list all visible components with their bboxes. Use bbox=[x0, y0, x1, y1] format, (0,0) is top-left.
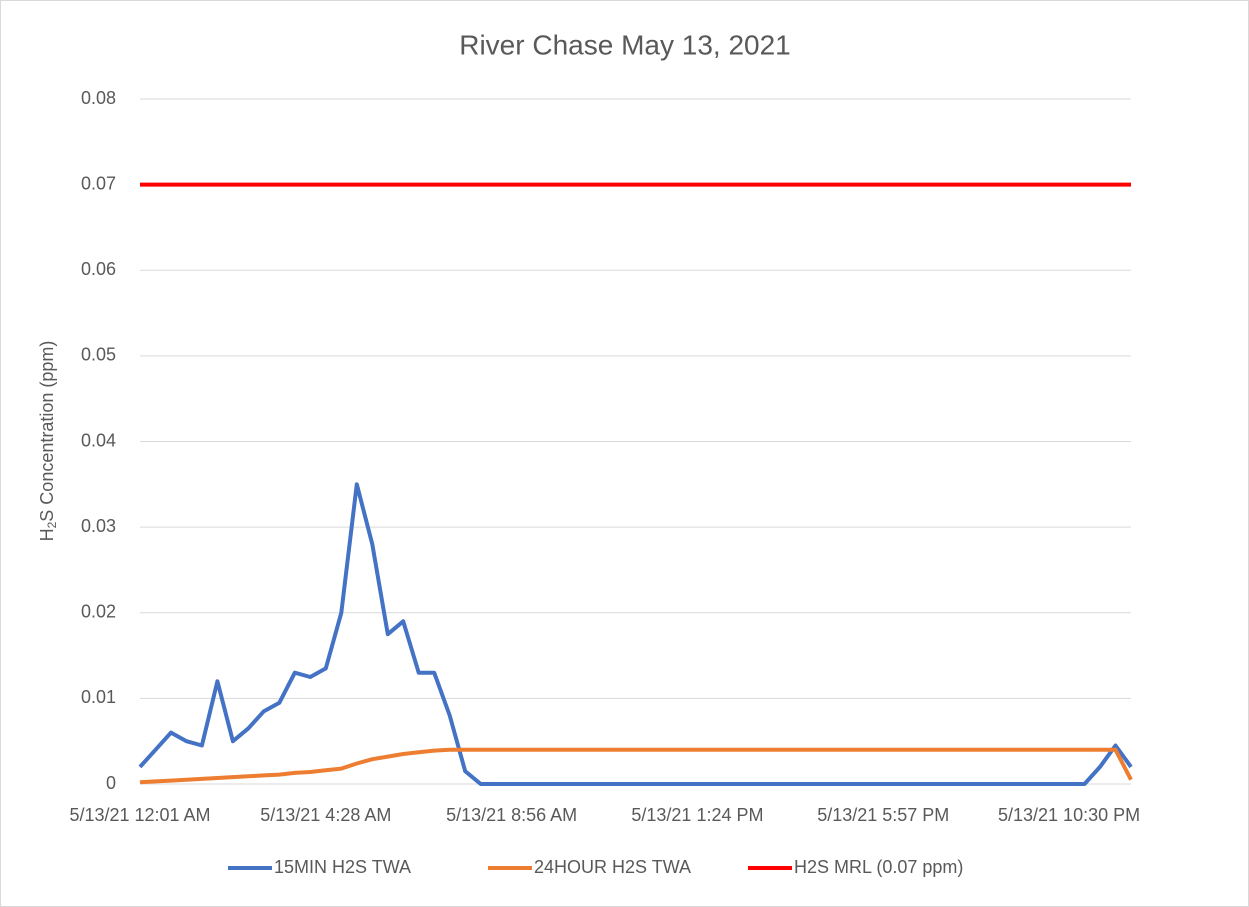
y-tick-label: 0.02 bbox=[81, 602, 116, 622]
y-label-part: S Concentration (ppm) bbox=[37, 341, 57, 522]
legend-label: 24HOUR H2S TWA bbox=[534, 857, 691, 877]
x-tick-label: 5/13/21 5:57 PM bbox=[817, 805, 949, 825]
y-tick-label: 0.06 bbox=[81, 259, 116, 279]
series-line bbox=[139, 747, 1133, 785]
y-tick-label: 0 bbox=[106, 773, 116, 793]
y-tick-label: 0.05 bbox=[81, 345, 116, 365]
x-tick-label: 5/13/21 1:24 PM bbox=[631, 805, 763, 825]
legend-label: 15MIN H2S TWA bbox=[274, 857, 411, 877]
y-tick-label: 0.03 bbox=[81, 516, 116, 536]
x-tick-label: 5/13/21 8:56 AM bbox=[446, 805, 577, 825]
x-tick-label: 5/13/21 12:01 AM bbox=[69, 805, 210, 825]
y-label-part: H bbox=[37, 528, 57, 541]
y-tick-label: 0.04 bbox=[81, 430, 116, 450]
legend-label: H2S MRL (0.07 ppm) bbox=[794, 857, 963, 877]
series-line bbox=[138, 482, 1133, 786]
y-tick-label: 0.01 bbox=[81, 687, 116, 707]
x-tick-label: 5/13/21 4:28 AM bbox=[260, 805, 391, 825]
y-label-sub: 2 bbox=[45, 521, 59, 528]
y-tick-label: 0.07 bbox=[81, 173, 116, 193]
chart-title: River Chase May 13, 2021 bbox=[459, 29, 791, 60]
x-tick-label: 5/13/21 10:30 PM bbox=[998, 805, 1140, 825]
y-axis-label: H2S Concentration (ppm) bbox=[37, 341, 59, 542]
y-tick-label: 0.08 bbox=[81, 88, 116, 108]
